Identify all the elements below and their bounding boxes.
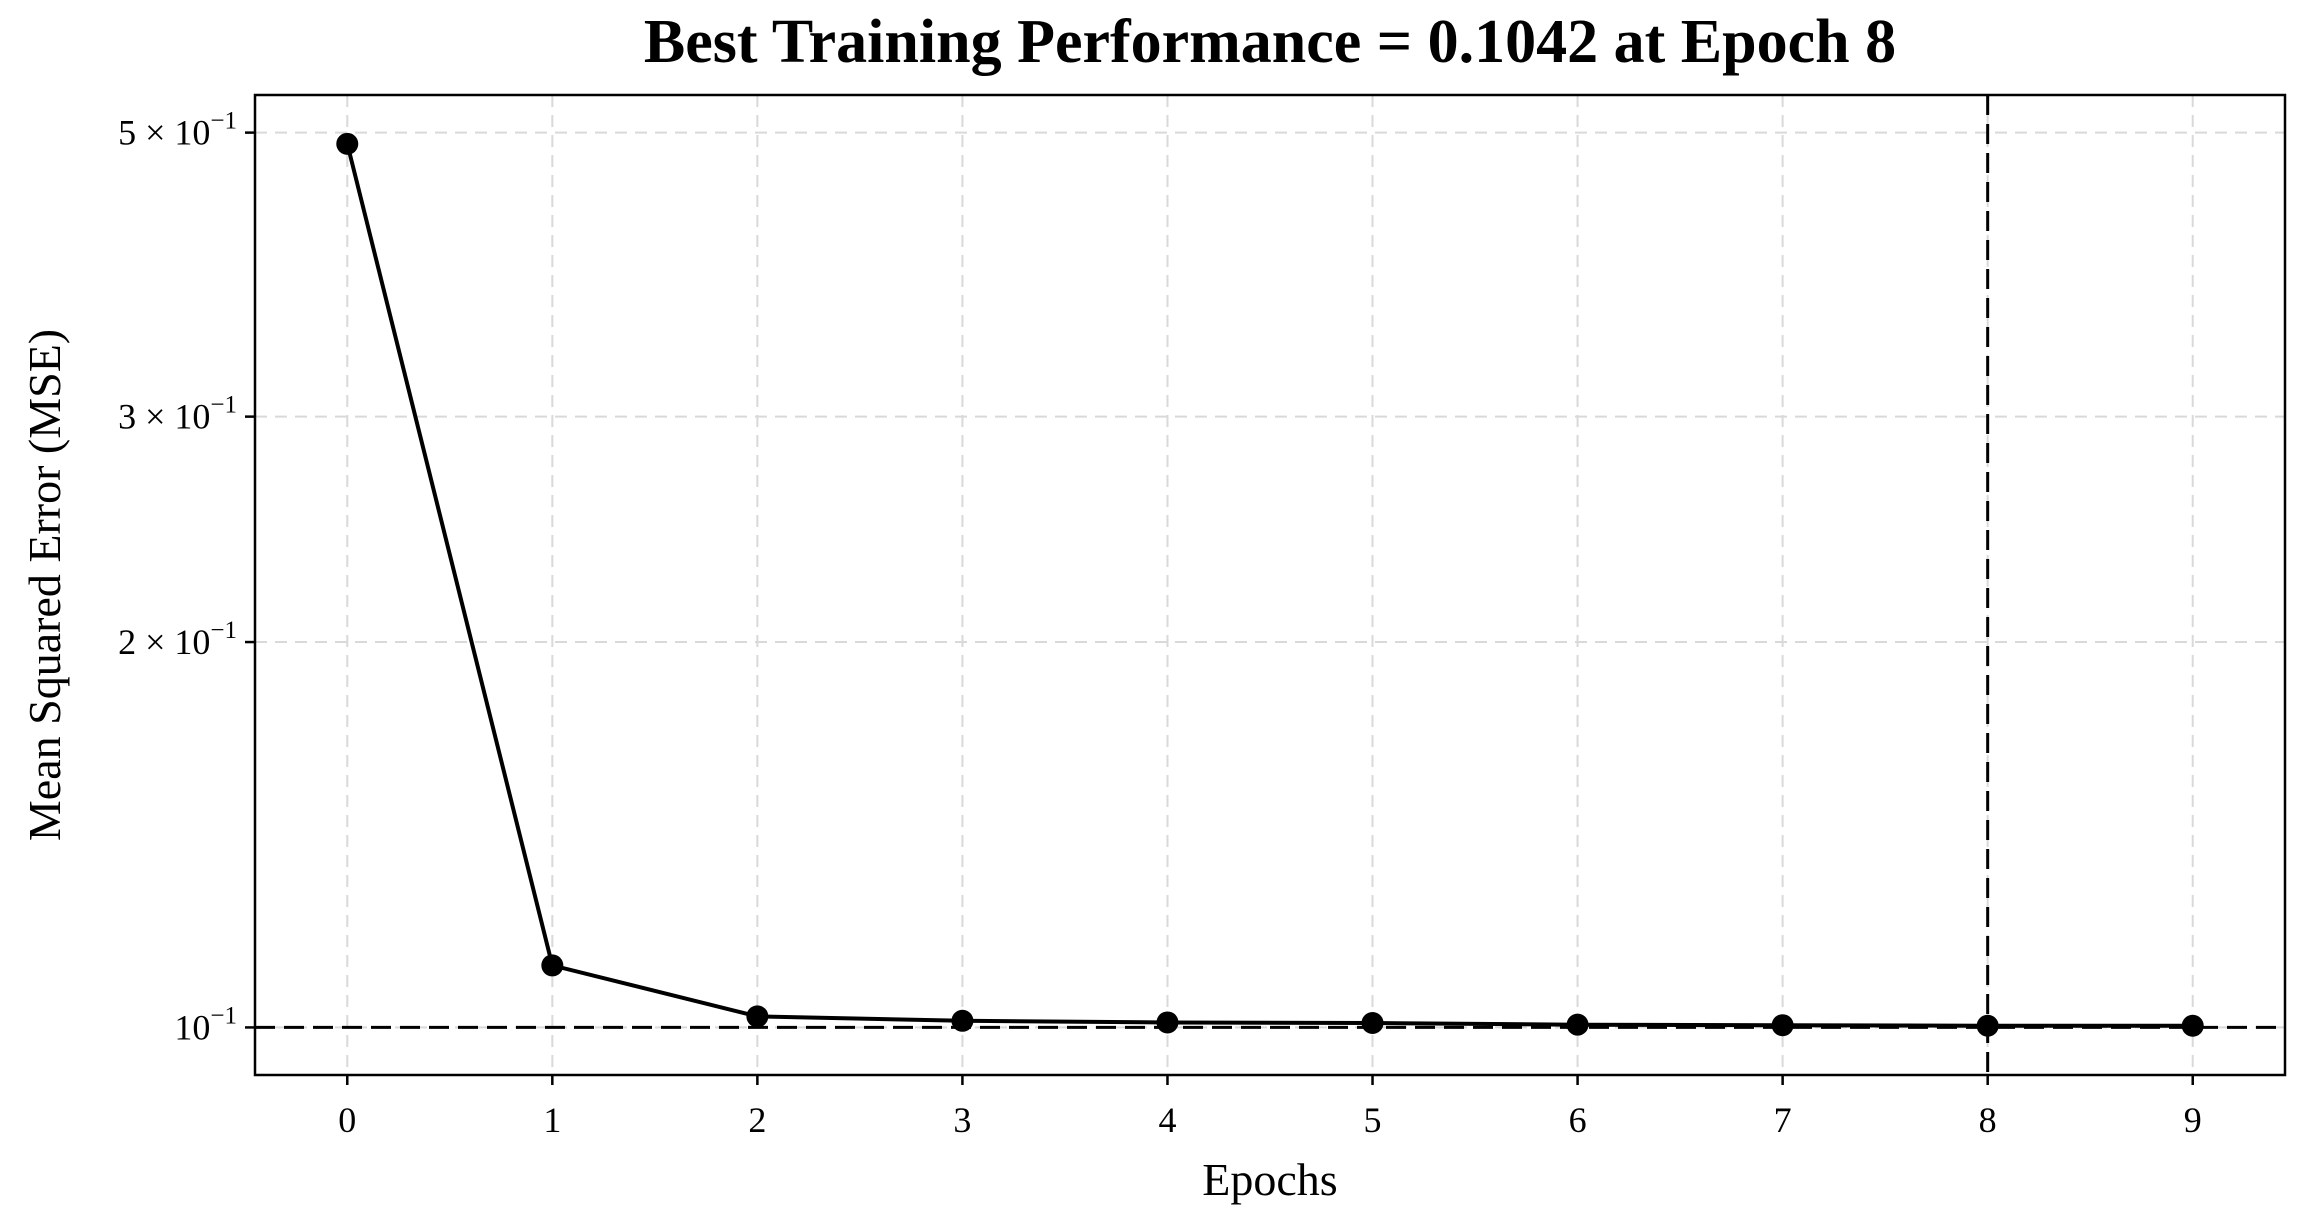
reference-lines [255,95,2285,1075]
x-tick-label: 9 [2184,1100,2202,1140]
x-tick-label: 1 [543,1100,561,1140]
x-tick-label: 8 [1979,1100,1997,1140]
y-tick-label: 3 × 10−1 [118,392,237,437]
x-tick-label: 3 [953,1100,971,1140]
data-point [1771,1014,1794,1037]
x-tick-label: 6 [1569,1100,1587,1140]
y-tick-exponent: −1 [210,1002,237,1029]
x-tick-label: 7 [1774,1100,1792,1140]
y-tick-base: 10 [174,1007,210,1047]
series-layer [336,132,2204,1037]
y-tick-mantissa: 2 × [118,622,174,662]
plot-frame [253,93,2287,1077]
data-point [1156,1011,1179,1034]
data-point [746,1005,769,1028]
data-point [336,132,359,155]
x-tick-label: 0 [338,1100,356,1140]
chart-title: Best Training Performance = 0.1042 at Ep… [644,8,1896,76]
y-tick-label: 5 × 10−1 [118,108,237,153]
series-line [345,143,2193,1028]
y-tick-mantissa: 3 × [118,397,174,437]
y-tick-mantissa: 5 × [118,113,174,153]
data-point [951,1009,974,1032]
y-tick-exponent: −1 [210,392,237,419]
y-tick-exponent: −1 [210,617,237,644]
x-tick-label: 2 [748,1100,766,1140]
y-tick-base: 10 [174,397,210,437]
y-tick-label: 2 × 10−1 [118,617,237,662]
y-tick-exponent: −1 [210,108,237,135]
x-tick-label: 4 [1158,1100,1176,1140]
data-point [1566,1013,1589,1036]
y-axis-ticks: 5 × 10−13 × 10−12 × 10−110−1 [118,108,255,1047]
x-axis-label: Epochs [1202,1154,1337,1205]
grid [255,95,2285,1075]
y-tick-base: 10 [174,113,210,153]
data-point [1361,1012,1384,1035]
x-tick-label: 5 [1364,1100,1382,1140]
y-tick-base: 10 [174,622,210,662]
x-axis-ticks: 0 1 2 3 4 5 6 7 8 9 [338,1075,2202,1140]
y-tick-label: 10−1 [174,1002,237,1047]
data-point [541,954,564,977]
y-axis-label: Mean Squared Error (MSE) [19,329,70,841]
data-point [2181,1014,2204,1037]
data-point [1976,1014,1999,1037]
